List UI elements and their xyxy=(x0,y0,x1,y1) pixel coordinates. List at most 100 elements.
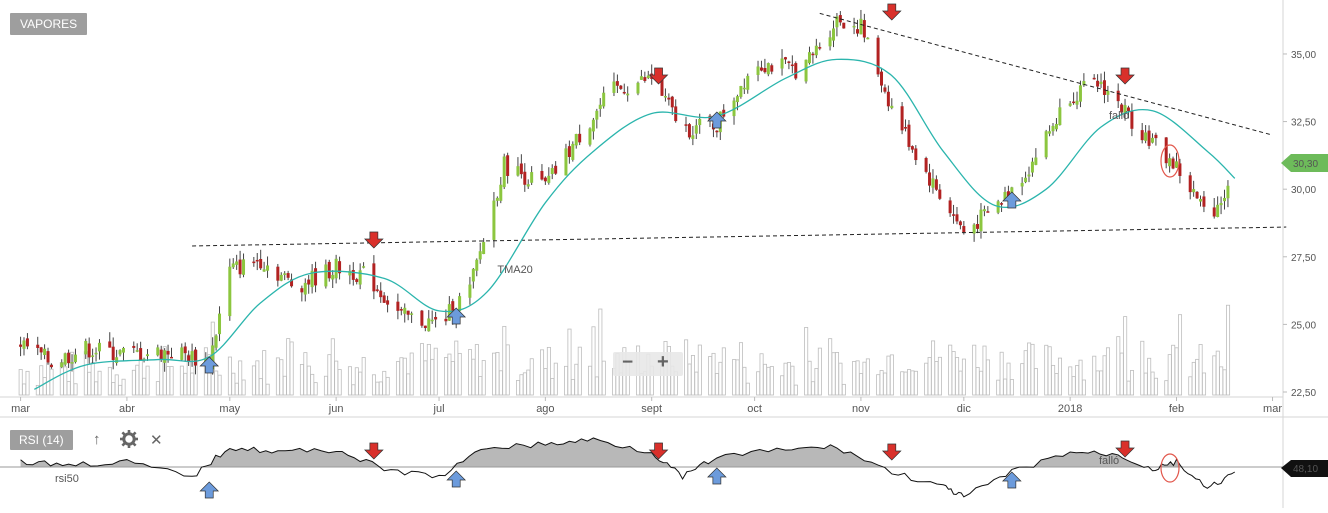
candle-up xyxy=(211,345,215,370)
volume-bar xyxy=(231,372,236,396)
volume-bar xyxy=(735,359,740,396)
candle-up xyxy=(94,352,98,355)
volume-bar xyxy=(495,352,500,396)
candle-up xyxy=(242,259,246,275)
volume-bar xyxy=(708,356,713,396)
zoom-in-button[interactable]: + xyxy=(657,351,669,373)
rsi50-label: rsi50 xyxy=(55,473,79,485)
candle-down xyxy=(338,261,342,274)
volume-bar xyxy=(687,363,692,396)
candle-up xyxy=(63,353,67,365)
candle-up xyxy=(766,63,770,75)
rsi-sell-arrow xyxy=(364,442,384,460)
candle-up xyxy=(499,184,503,201)
volume-bar xyxy=(598,308,603,396)
candle-up xyxy=(646,75,650,79)
volume-bar xyxy=(540,349,545,396)
candle-down xyxy=(948,200,952,214)
volume-bar xyxy=(289,341,294,396)
volume-bar xyxy=(286,338,291,396)
volume-bar xyxy=(588,365,593,396)
rsi-fallo-circle xyxy=(1160,453,1180,483)
rsi-label[interactable]: RSI (14) xyxy=(10,430,73,450)
candle-up xyxy=(1024,177,1028,183)
volume-bars xyxy=(18,304,1231,396)
candle-up xyxy=(97,342,101,352)
move-up-icon[interactable]: ↑ xyxy=(93,431,101,448)
candle-up xyxy=(482,242,486,255)
candle-down xyxy=(670,96,674,108)
candle-down xyxy=(396,301,400,311)
volume-bar xyxy=(433,347,438,396)
x-tick-label: oct xyxy=(747,403,762,415)
candle-down xyxy=(862,20,866,38)
candle-down xyxy=(708,115,712,121)
volume-bar xyxy=(1009,379,1014,396)
volume-bar xyxy=(972,344,977,396)
candle-up xyxy=(228,266,232,317)
x-tick-label: mar xyxy=(1263,403,1282,415)
candle-up xyxy=(972,224,976,234)
symbol-label: VAPORES xyxy=(10,13,88,35)
volume-bar xyxy=(1102,355,1107,396)
candle-up xyxy=(1106,90,1110,95)
volume-bar xyxy=(1099,370,1104,396)
volume-bar xyxy=(817,347,822,396)
volume-bar xyxy=(711,352,716,396)
volume-bar xyxy=(1167,354,1172,396)
candle-up xyxy=(1123,105,1127,114)
candle-down xyxy=(1171,158,1175,169)
volume-bar xyxy=(948,344,953,396)
volume-bar xyxy=(1147,357,1152,396)
volume-bar xyxy=(337,369,342,396)
candle-down xyxy=(952,214,956,216)
candle-down xyxy=(1164,137,1168,164)
volume-bar xyxy=(1020,363,1025,396)
volume-bar xyxy=(742,366,747,396)
close-icon[interactable]: ✕ xyxy=(150,432,163,449)
candle-up xyxy=(1082,81,1086,86)
volume-bar xyxy=(234,382,239,396)
candle-up xyxy=(1192,189,1196,193)
volume-bar xyxy=(306,365,311,396)
volume-bar xyxy=(690,355,695,396)
candle-down xyxy=(900,106,904,131)
volume-bar xyxy=(543,368,548,396)
volume-bar xyxy=(454,340,459,396)
volume-bar xyxy=(155,381,160,396)
volume-bar xyxy=(934,361,939,396)
candle-up xyxy=(526,184,530,187)
volume-bar xyxy=(310,373,315,396)
candle-down xyxy=(290,279,294,287)
volume-bar xyxy=(145,365,150,396)
candle-down xyxy=(252,261,256,264)
y-tick-label: 32,50 xyxy=(1291,118,1316,129)
volume-bar xyxy=(780,375,785,396)
x-tick-label: feb xyxy=(1169,403,1184,415)
zoom-out-button[interactable]: − xyxy=(622,352,634,373)
volume-bar xyxy=(889,354,894,396)
candle-down xyxy=(794,63,798,79)
volume-bar xyxy=(570,379,575,396)
candle-up xyxy=(1219,202,1223,206)
fallo-circle xyxy=(1160,144,1180,178)
candle-up xyxy=(118,350,122,355)
candle-up xyxy=(804,59,808,82)
volume-bar xyxy=(684,339,689,396)
candle-down xyxy=(382,295,386,303)
candle-up xyxy=(502,156,506,188)
volume-bar xyxy=(1051,364,1056,396)
volume-bar xyxy=(299,364,304,396)
volume-bar xyxy=(1140,340,1145,396)
settings-icon[interactable] xyxy=(119,429,139,452)
volume-bar xyxy=(265,383,270,396)
volume-bar xyxy=(505,344,510,396)
volume-bar xyxy=(852,361,857,396)
candle-up xyxy=(1075,100,1079,105)
candle-up xyxy=(1078,85,1082,102)
candle-down xyxy=(108,341,112,348)
candle-up xyxy=(43,348,47,356)
candle-down xyxy=(770,65,774,72)
volume-bar xyxy=(279,359,284,396)
volume-bar xyxy=(790,365,795,396)
